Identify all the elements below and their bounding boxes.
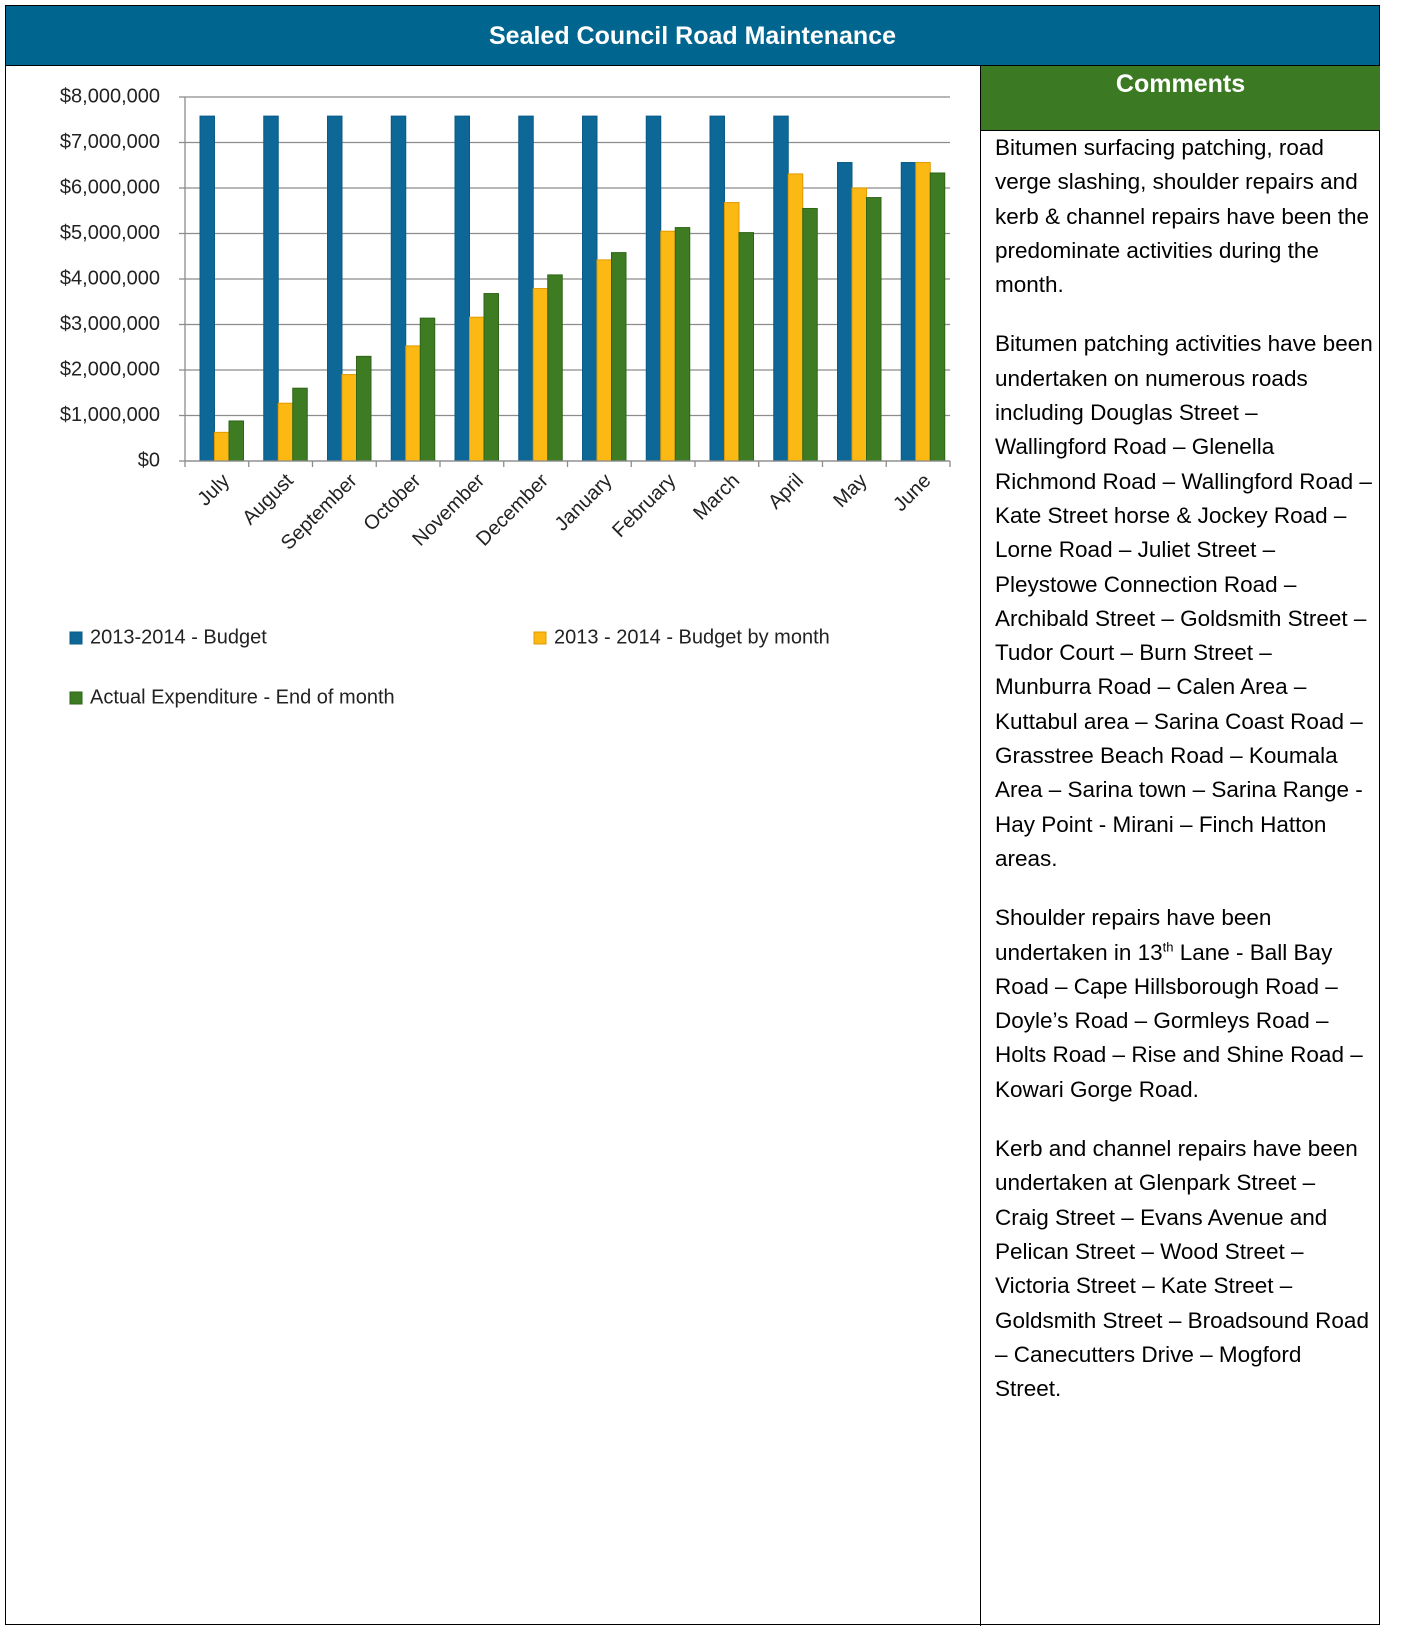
bar <box>866 197 882 462</box>
bar <box>674 227 691 462</box>
chart: $0 $1,000,000 $2,000,000 $3,000,000 $4,000,0… <box>60 85 951 708</box>
bar <box>356 355 372 462</box>
bar <box>483 293 499 462</box>
legend-label: Actual Expenditure - End of month <box>90 686 395 708</box>
bar <box>582 115 598 462</box>
bar <box>454 115 470 462</box>
bar <box>596 259 612 462</box>
bar <box>228 420 244 462</box>
legend-label: 2013 - 2014 - Budget by month <box>554 626 830 648</box>
bar <box>915 162 931 462</box>
comments-title: Comments <box>981 66 1380 131</box>
bar <box>532 288 549 462</box>
legend-label: 2013-2014 - Budget <box>90 626 267 648</box>
bar <box>327 115 343 462</box>
comments-body: Bitumen surfacing patching, road verge s… <box>995 131 1373 1431</box>
comment-paragraph: Bitumen patching activities have been un… <box>995 327 1373 876</box>
bar <box>469 316 485 462</box>
bar <box>802 207 818 462</box>
comment-text: Shoulder repairs have been undertaken in… <box>995 905 1272 965</box>
comment-paragraph: Bitumen surfacing patching, road verge s… <box>995 131 1373 302</box>
legend-swatch <box>533 631 547 645</box>
comment-text: Bitumen patching activities have been un… <box>995 331 1373 871</box>
x-tick-label: March <box>689 470 744 525</box>
legend-swatch <box>69 631 83 645</box>
bar <box>738 232 754 462</box>
y-tick-label: $8,000,000 <box>60 85 160 107</box>
bar <box>837 162 853 462</box>
x-tick-label: February <box>608 470 680 542</box>
bar <box>773 115 789 462</box>
bar <box>787 173 804 462</box>
bar <box>709 115 725 462</box>
y-tick-label: $3,000,000 <box>60 313 160 335</box>
x-tick-label: January <box>551 470 617 536</box>
bar <box>292 387 308 462</box>
comment-text: Bitumen surfacing patching, road verge s… <box>995 135 1369 298</box>
bar <box>660 230 676 462</box>
y-tick-label: $5,000,000 <box>60 222 160 244</box>
bar <box>724 202 740 462</box>
bar <box>611 252 627 462</box>
x-tick-label: July <box>193 470 234 511</box>
bar <box>900 162 917 462</box>
bar <box>929 172 946 462</box>
bar <box>518 115 534 462</box>
bar <box>390 115 407 462</box>
bar <box>547 274 563 462</box>
y-tick-label: $2,000,000 <box>60 358 160 380</box>
comment-paragraph: Shoulder repairs have been undertaken in… <box>995 901 1373 1107</box>
bar <box>263 115 279 462</box>
bar <box>645 115 662 462</box>
bar <box>214 431 230 462</box>
comment-text: Kerb and channel repairs have been under… <box>995 1136 1369 1402</box>
legend-swatch <box>69 691 83 705</box>
y-tick-label: $0 <box>138 449 160 471</box>
x-tick-label: October <box>360 469 426 535</box>
x-tick-label: April <box>764 470 808 514</box>
comment-text: Lane - Ball Bay Road – Cape Hillsborough… <box>995 939 1363 1102</box>
y-tick-label: $7,000,000 <box>60 131 160 153</box>
bar <box>341 374 357 462</box>
bar <box>851 187 867 462</box>
comment-paragraph: Kerb and channel repairs have been under… <box>995 1132 1373 1406</box>
x-tick-label: August <box>238 469 298 529</box>
divider <box>980 66 981 1626</box>
bar <box>419 317 436 462</box>
x-tick-label: June <box>889 470 935 516</box>
y-tick-label: $4,000,000 <box>60 267 160 289</box>
x-tick-label: May <box>829 470 871 512</box>
bar <box>199 115 215 462</box>
comment-text: th <box>1162 939 1174 955</box>
bar <box>405 345 421 462</box>
bar <box>277 402 294 462</box>
header-title: Sealed Council Road Maintenance <box>5 5 1380 66</box>
y-tick-label: $6,000,000 <box>60 176 160 198</box>
y-tick-label: $1,000,000 <box>60 404 160 426</box>
